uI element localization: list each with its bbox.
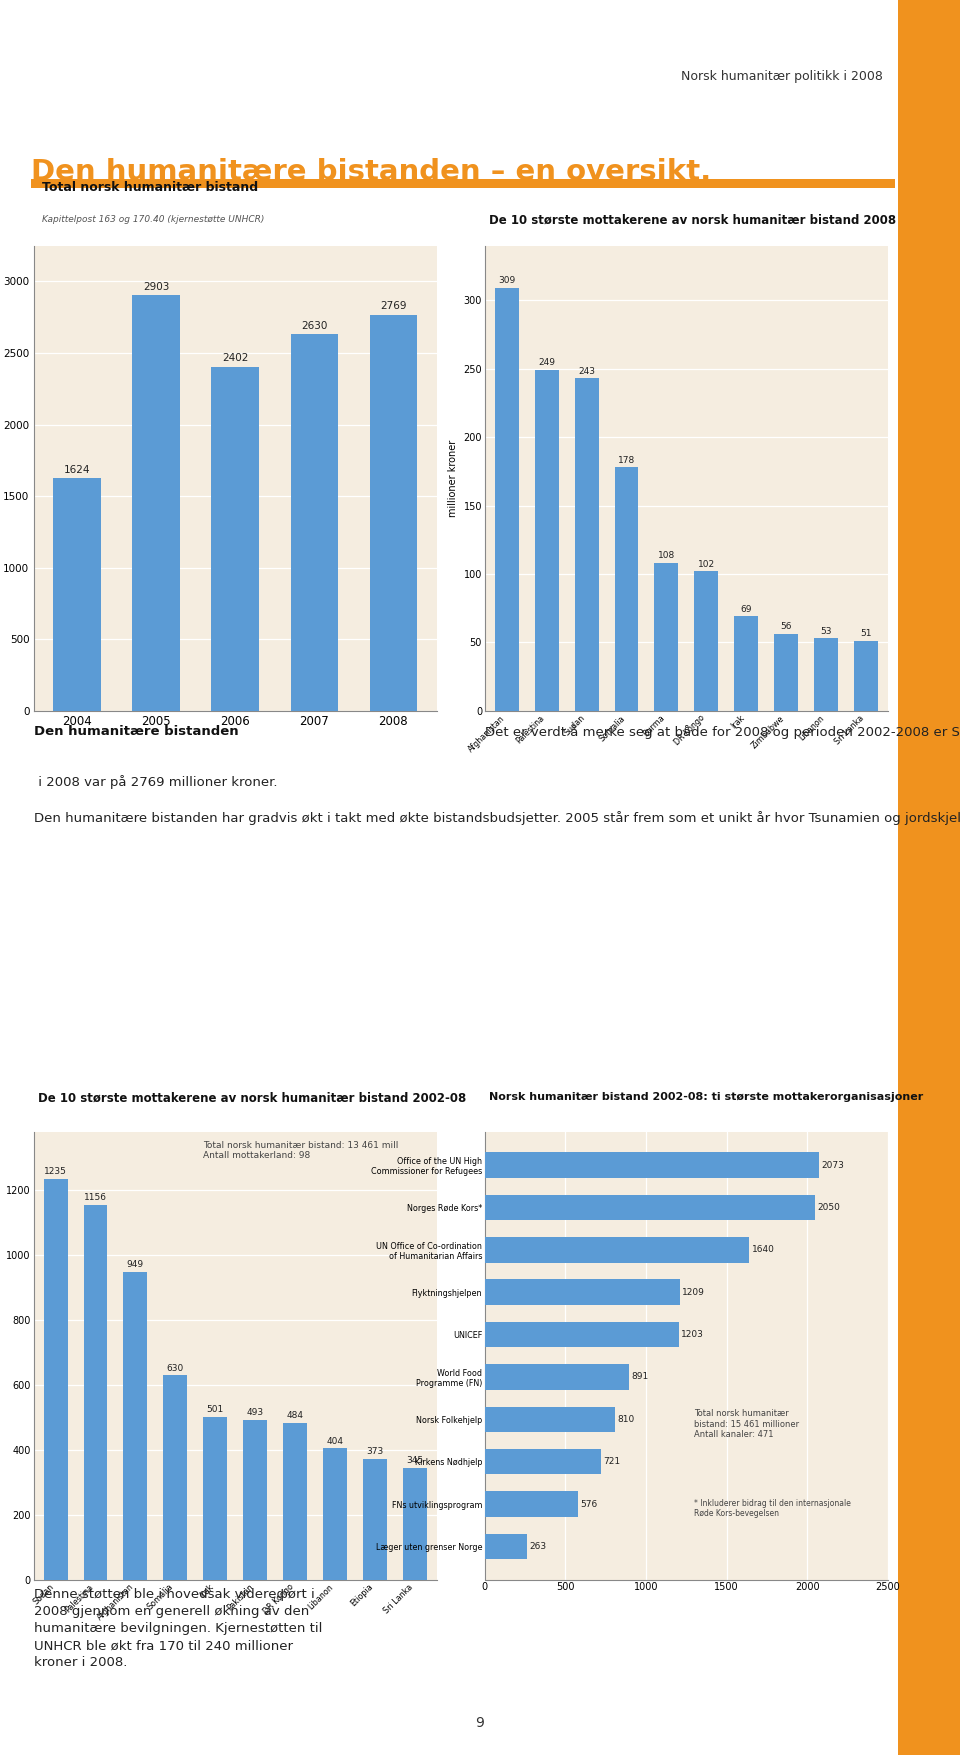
- Text: 493: 493: [247, 1408, 264, 1416]
- Bar: [485, 1450, 601, 1474]
- Text: 1156: 1156: [84, 1193, 107, 1202]
- Text: 721: 721: [604, 1457, 620, 1465]
- Bar: [124, 1272, 148, 1580]
- Bar: [485, 1195, 815, 1220]
- Text: 1640: 1640: [752, 1246, 775, 1255]
- Text: Total norsk humanitær bistand: 13 461 mill
Antall mottakerland: 98: Total norsk humanitær bistand: 13 461 mi…: [203, 1141, 398, 1160]
- Text: * Inkluderer bidrag til den internasjonale
Røde Kors-bevegelsen: * Inkluderer bidrag til den internasjona…: [694, 1499, 852, 1518]
- Bar: [485, 1534, 527, 1558]
- Bar: [204, 1416, 228, 1580]
- Text: 501: 501: [206, 1406, 224, 1415]
- Bar: [485, 1322, 679, 1348]
- Bar: [575, 379, 599, 711]
- Bar: [163, 1376, 187, 1580]
- Text: Kapittelpost 163 og 170.40 (kjernestøtte UNHCR): Kapittelpost 163 og 170.40 (kjernestøtte…: [41, 216, 264, 225]
- Text: 69: 69: [740, 605, 752, 614]
- Text: Den humanitære bistanden – en oversikt.: Den humanitære bistanden – en oversikt.: [31, 158, 711, 186]
- Bar: [485, 1406, 615, 1432]
- Bar: [854, 641, 878, 711]
- Bar: [283, 1423, 307, 1580]
- Text: 56: 56: [780, 623, 792, 632]
- Bar: [132, 295, 180, 711]
- Bar: [485, 1279, 680, 1306]
- Bar: [655, 563, 679, 711]
- Text: Norsk humanitær politikk i 2008: Norsk humanitær politikk i 2008: [682, 70, 883, 82]
- Text: 1209: 1209: [683, 1288, 705, 1297]
- Bar: [485, 1364, 629, 1390]
- Text: 949: 949: [127, 1260, 144, 1269]
- Bar: [485, 1237, 750, 1262]
- Bar: [211, 367, 259, 711]
- Bar: [370, 314, 417, 711]
- Text: 810: 810: [618, 1415, 636, 1423]
- Text: 2073: 2073: [822, 1160, 845, 1169]
- Text: 484: 484: [287, 1411, 303, 1420]
- Bar: [485, 1153, 819, 1178]
- Text: 102: 102: [698, 560, 715, 569]
- Text: De 10 største mottakerene av norsk humanitær bistand 2008: De 10 største mottakerene av norsk human…: [489, 212, 896, 226]
- Bar: [734, 616, 758, 711]
- Text: Det er verdt å merke seg at både for 2008 og perioden 2002-2008 er Sudan, Det pa: Det er verdt å merke seg at både for 200…: [485, 725, 960, 739]
- Text: 243: 243: [578, 367, 595, 376]
- Bar: [614, 467, 638, 711]
- Text: 373: 373: [367, 1446, 384, 1457]
- Text: 1235: 1235: [44, 1167, 67, 1176]
- Text: 576: 576: [580, 1499, 597, 1509]
- Text: 1203: 1203: [682, 1330, 704, 1339]
- Text: Total norsk humanitær bistand: Total norsk humanitær bistand: [41, 181, 258, 193]
- Y-axis label: millioner kroner: millioner kroner: [448, 439, 458, 518]
- Bar: [694, 572, 718, 711]
- Text: Total norsk humanitær
bistand: 15 461 millioner
Antall kanaler: 471: Total norsk humanitær bistand: 15 461 mi…: [694, 1409, 800, 1439]
- Text: 263: 263: [530, 1543, 547, 1551]
- Bar: [774, 634, 798, 711]
- Text: 178: 178: [618, 456, 636, 465]
- Text: 2769: 2769: [380, 300, 407, 311]
- Bar: [363, 1458, 387, 1580]
- Text: De 10 største mottakerene av norsk humanitær bistand 2002-08: De 10 største mottakerene av norsk human…: [37, 1092, 466, 1104]
- Bar: [535, 370, 559, 711]
- Text: 309: 309: [498, 276, 516, 286]
- Bar: [84, 1204, 108, 1580]
- Bar: [494, 288, 518, 711]
- Text: 9: 9: [475, 1716, 485, 1730]
- Text: 891: 891: [631, 1372, 648, 1381]
- Bar: [323, 1448, 347, 1580]
- Text: 2903: 2903: [143, 283, 169, 291]
- Text: i 2008 var på 2769 millioner kroner.

Den humanitære bistanden har gradvis økt i: i 2008 var på 2769 millioner kroner. Den…: [34, 774, 960, 825]
- Text: 53: 53: [821, 627, 832, 635]
- Text: Norsk humanitær bistand 2002-08: ti største mottakerorganisasjoner: Norsk humanitær bistand 2002-08: ti stør…: [489, 1092, 924, 1102]
- Text: Denne støtten ble i hovedsak videreфørt i
2008 gjennom en generell økning av den: Denne støtten ble i hovedsak videreфørt …: [34, 1588, 322, 1669]
- Text: 345: 345: [406, 1457, 423, 1465]
- Bar: [291, 335, 338, 711]
- Text: 51: 51: [860, 630, 872, 639]
- Text: 630: 630: [167, 1364, 184, 1372]
- Bar: [243, 1420, 267, 1580]
- Bar: [403, 1467, 427, 1580]
- Text: 404: 404: [326, 1437, 344, 1446]
- Text: 1624: 1624: [63, 465, 90, 476]
- Bar: [814, 639, 838, 711]
- Text: 2630: 2630: [301, 321, 327, 332]
- Text: 2050: 2050: [818, 1202, 841, 1213]
- Text: 108: 108: [658, 551, 675, 560]
- Text: 249: 249: [539, 358, 555, 367]
- Text: 2402: 2402: [222, 353, 249, 363]
- Bar: [54, 479, 101, 711]
- Bar: [485, 1492, 578, 1516]
- Text: Den humanitære bistanden: Den humanitære bistanden: [34, 725, 238, 739]
- Bar: [43, 1179, 67, 1580]
